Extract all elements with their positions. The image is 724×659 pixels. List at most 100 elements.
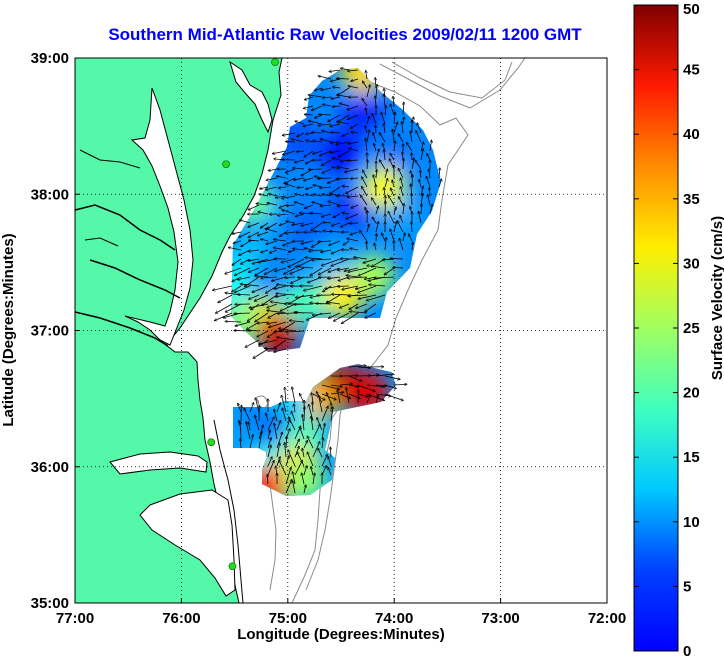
velocity-arrow <box>357 393 368 397</box>
velocity-arrow <box>267 310 287 314</box>
velocity-arrow <box>320 139 332 143</box>
velocity-arrow <box>267 417 274 431</box>
velocity-arrow <box>346 388 350 404</box>
velocity-arrow <box>216 303 233 313</box>
velocity-arrow <box>252 285 269 292</box>
velocity-arrow <box>409 234 413 242</box>
velocity-arrow <box>225 303 242 312</box>
velocity-arrow <box>322 438 323 449</box>
velocity-arrow <box>438 179 442 188</box>
velocity-arrow <box>390 258 404 259</box>
velocity-arrow <box>374 143 377 152</box>
velocity-arrow <box>234 267 251 276</box>
velocity-arrow <box>322 159 332 166</box>
velocity-arrow <box>429 169 430 179</box>
velocity-arrow <box>333 87 341 88</box>
velocity-arrow <box>342 186 350 187</box>
velocity-arrow <box>428 195 431 206</box>
velocity-arrow <box>322 97 332 98</box>
velocity-arrow <box>261 277 278 278</box>
velocity-arrow <box>292 222 305 225</box>
velocity-arrow <box>331 249 341 254</box>
velocity-arrow <box>348 384 359 387</box>
velocity-arrow <box>268 168 278 171</box>
rappahannock-river <box>89 259 181 299</box>
colorbar-tick-label: 5 <box>683 578 691 595</box>
velocity-arrow <box>246 422 251 440</box>
velocity-arrow <box>256 204 269 205</box>
velocity-arrow <box>319 114 332 115</box>
velocity-arrow <box>274 348 287 352</box>
velocity-arrow <box>285 232 296 233</box>
radar-station-marker <box>207 438 216 447</box>
chart-title: Southern Mid-Atlantic Raw Velocities 200… <box>108 25 582 44</box>
velocity-arrow <box>269 249 278 253</box>
velocity-arrow <box>372 217 377 224</box>
velocity-arrow <box>366 294 386 301</box>
velocity-arrow <box>330 407 333 422</box>
velocity-arrow <box>388 211 395 224</box>
velocity-arrow <box>332 106 341 107</box>
velocity-arrow <box>281 258 296 262</box>
velocity-arrow <box>303 466 307 476</box>
velocity-arrow <box>311 105 323 111</box>
velocity-arrow <box>249 240 260 241</box>
velocity-arrow <box>338 114 350 122</box>
velocity-arrow <box>349 148 359 152</box>
x-axis: 77:00 76:00 75:00 74:00 73:00 72:00 <box>56 598 626 627</box>
velocity-arrow <box>426 176 431 188</box>
velocity-arrow <box>366 71 367 80</box>
velocity-arrow <box>406 143 413 152</box>
velocity-arrow <box>238 403 242 413</box>
velocity-arrow <box>362 177 368 188</box>
velocity-arrow <box>274 409 278 422</box>
velocity-arrow <box>232 258 242 265</box>
x-tick-label: 76:00 <box>162 610 200 627</box>
velocity-arrow <box>330 151 341 153</box>
velocity-arrow <box>261 249 269 252</box>
velocity-arrow <box>347 114 359 119</box>
velocity-arrow <box>321 87 332 90</box>
velocity-arrow <box>269 321 287 327</box>
velocity-arrow <box>297 151 305 152</box>
velocity-arrow <box>278 328 296 332</box>
velocity-arrow <box>277 214 287 216</box>
velocity-arrow <box>295 121 305 125</box>
velocity-arrow <box>304 285 323 291</box>
velocity-arrow <box>320 205 332 206</box>
colorbar-label: Surface Velocity (cm/s) <box>709 216 724 380</box>
velocity-arrow <box>339 150 350 157</box>
velocity-arrow <box>280 321 296 331</box>
grid-lines <box>75 58 607 603</box>
velocity-arrow <box>266 177 278 180</box>
velocity-arrow <box>255 415 260 431</box>
velocity-arrow <box>285 277 296 278</box>
x-tick-label: 73:00 <box>481 610 519 627</box>
velocity-arrow <box>355 285 368 289</box>
velocity-arrow <box>305 258 323 259</box>
velocity-arrow <box>277 313 296 314</box>
velocity-arrow <box>285 480 292 494</box>
velocity-arrow <box>400 178 404 188</box>
x-tick-label: 72:00 <box>588 610 626 627</box>
velocity-arrow <box>411 222 412 233</box>
radar-station-marker <box>222 160 230 169</box>
outer-banks <box>213 419 244 603</box>
velocity-arrow <box>328 276 341 279</box>
velocity-arrow <box>288 258 305 267</box>
velocity-arrow <box>375 222 378 233</box>
velocity-arrow <box>277 337 296 341</box>
colorbar-tick-label: 20 <box>683 385 700 402</box>
velocity-arrow <box>240 439 241 449</box>
velocity-arrow <box>282 132 296 135</box>
velocity-arrow <box>374 277 395 278</box>
velocity-arrow <box>410 131 413 143</box>
colorbar-tick-label: 35 <box>683 191 700 208</box>
velocity-arrow <box>272 276 287 281</box>
velocity-arrow <box>375 385 387 386</box>
velocity-arrow <box>257 322 269 323</box>
velocity-arrow <box>347 196 359 197</box>
velocity-arrow <box>303 123 314 126</box>
velocity-arrow <box>293 481 296 494</box>
